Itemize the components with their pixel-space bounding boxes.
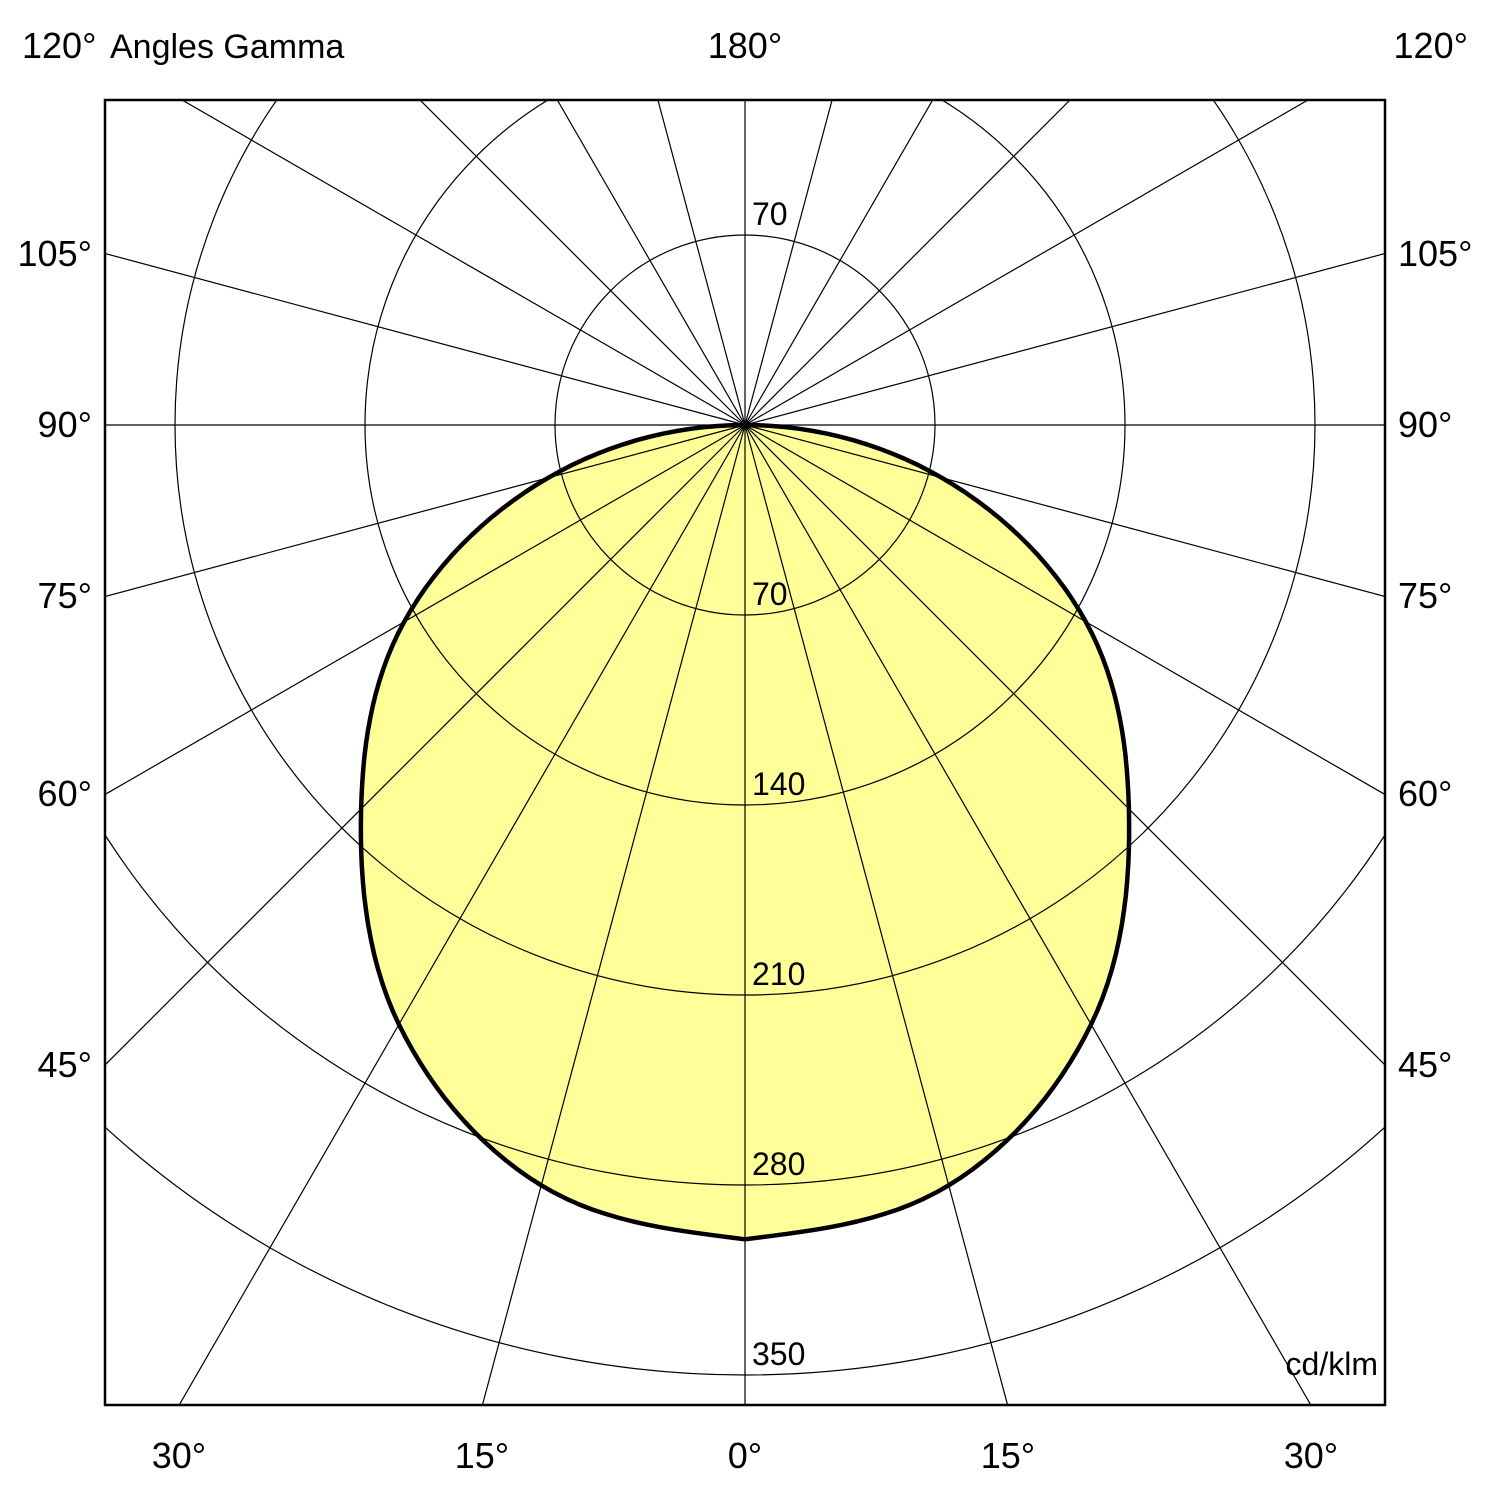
curve-outline-layer: [358, 422, 1132, 1242]
ring-value-label-below-70: 70: [752, 576, 788, 612]
ring-value-label-below-280: 280: [752, 1146, 805, 1182]
radial-grid-line-330: [178, 424, 746, 1405]
gamma-label-left-75: 75°: [38, 575, 92, 616]
unit-label: cd/klm: [1286, 1346, 1378, 1382]
radial-grid-line-345: [481, 424, 746, 1405]
gamma-label-right-90: 90°: [1398, 404, 1452, 445]
radial-grid-line-105: [744, 252, 1385, 426]
chart-title: Angles Gamma: [110, 28, 344, 66]
gamma-label-bottom-0: 30°: [152, 1435, 206, 1476]
radial-grid-line-150: [744, 100, 934, 426]
radial-grid-line-75: [744, 424, 1385, 598]
ring-value-label-above-70: 70: [752, 196, 788, 232]
gamma-label-left-90: 90°: [38, 404, 92, 445]
radial-grid-line-30: [744, 424, 1312, 1405]
intensity-curve-outline: [358, 422, 1132, 1242]
gamma-label-top-left: 120°: [22, 25, 96, 66]
gamma-label-bottom-1: 15°: [455, 1435, 509, 1476]
gamma-label-left-60: 60°: [38, 773, 92, 814]
gamma-label-bottom-2: 0°: [728, 1435, 762, 1476]
gamma-label-right-60: 60°: [1398, 773, 1452, 814]
ring-value-label-below-350: 350: [752, 1336, 805, 1372]
plot-border: [103, 98, 1387, 1407]
radial-grid-line-195: [657, 100, 746, 426]
radial-grid-line-285: [105, 424, 746, 598]
radial-grid-line-210: [556, 100, 746, 426]
gamma-label-right-105: 105°: [1398, 233, 1472, 274]
radial-grid-line-300: [105, 424, 746, 796]
gamma-label-top-right: 120°: [1394, 25, 1468, 66]
gamma-label-left-105: 105°: [18, 233, 92, 274]
gamma-label-bottom-4: 30°: [1284, 1435, 1338, 1476]
radial-grid-line-240: [180, 100, 746, 426]
gamma-label-right-45: 45°: [1398, 1044, 1452, 1085]
gamma-label-left-45: 45°: [38, 1044, 92, 1085]
radial-grid-line-225: [419, 100, 746, 426]
radial-grid-line-45: [744, 424, 1385, 1066]
ring-value-label-below-140: 140: [752, 766, 805, 802]
radial-grid-line-60: [744, 424, 1385, 796]
radial-grid-line-120: [744, 100, 1310, 426]
radial-grid-line-135: [744, 100, 1071, 426]
gamma-label-top-center: 180°: [708, 25, 782, 66]
gamma-label-right-75: 75°: [1398, 575, 1452, 616]
gamma-label-bottom-3: 15°: [981, 1435, 1035, 1476]
radial-grid-line-255: [105, 252, 746, 426]
radial-grid-line-165: [744, 100, 833, 426]
ring-value-label-below-210: 210: [752, 956, 805, 992]
radial-grid-line-15: [744, 424, 1009, 1405]
radial-grid-line-315: [105, 424, 746, 1066]
